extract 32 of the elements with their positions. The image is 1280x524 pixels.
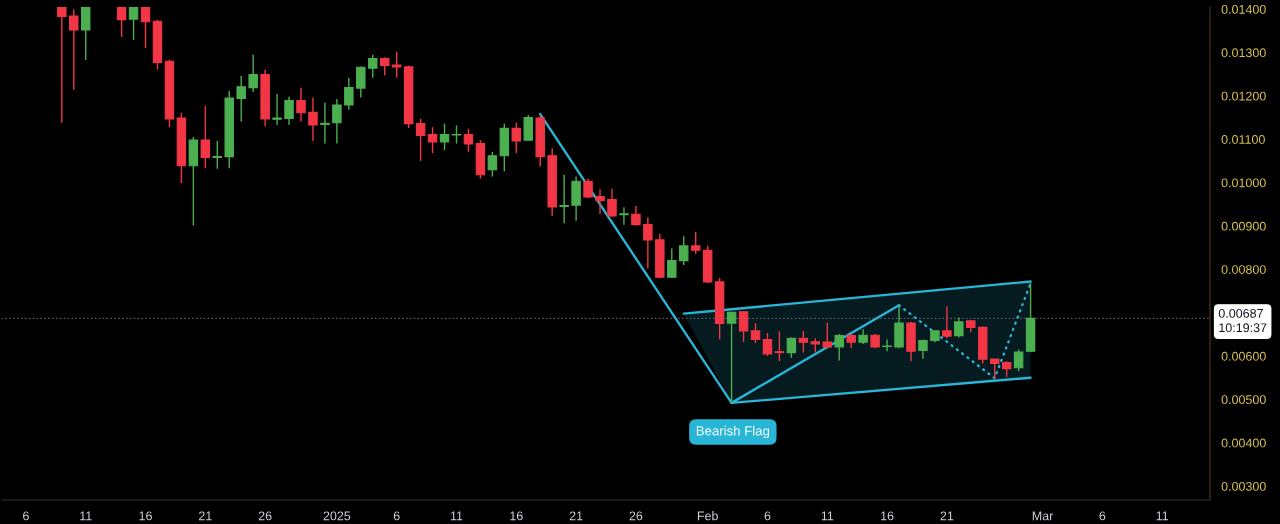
x-tick-label: 16 [510,511,523,521]
x-tick-label: Feb [697,511,718,521]
y-tick-label: 0.00600 [1221,351,1266,361]
x-tick-label: 26 [629,511,643,521]
y-tick-label: 0.00800 [1221,265,1266,274]
x-tick-label: 21 [199,511,212,521]
x-tick-label: 2025 [323,511,351,521]
x-tick-label: 6 [764,511,771,521]
y-tick-label: 0.00500 [1221,395,1266,405]
y-tick-label: 0.01200 [1221,91,1266,101]
y-tick-label: 0.00400 [1221,438,1266,448]
x-tick-label: 21 [940,511,954,521]
y-tick-label: 0.01400 [1221,4,1266,14]
y-tick-label: 0.01100 [1221,135,1265,144]
y-tick-label: 0.00900 [1221,221,1266,231]
x-tick-label: 16 [139,511,152,521]
x-tick-label: 11 [1156,511,1169,521]
y-tick-label: 0.00300 [1221,481,1266,491]
x-tick-label: 6 [23,511,29,521]
annotation: Bearish Flag [696,425,770,439]
x-tick-label: 11 [80,511,92,521]
x-tick-label: 11 [821,511,834,521]
ref-line-label: 0.00687 10:19:37 [1218,308,1267,333]
x-tick-label: 6 [393,511,400,521]
y-tick-label: 0.01000 [1221,178,1266,188]
x-tick-label: 6 [1099,511,1106,521]
x-tick-label: 26 [258,511,272,521]
y-tick-label: 0.01300 [1221,48,1266,58]
x-tick-label: 16 [881,511,894,521]
x-tick-label: 11 [450,511,463,521]
x-tick-label: 21 [569,511,583,521]
x-tick-label: Mar [1032,511,1054,521]
